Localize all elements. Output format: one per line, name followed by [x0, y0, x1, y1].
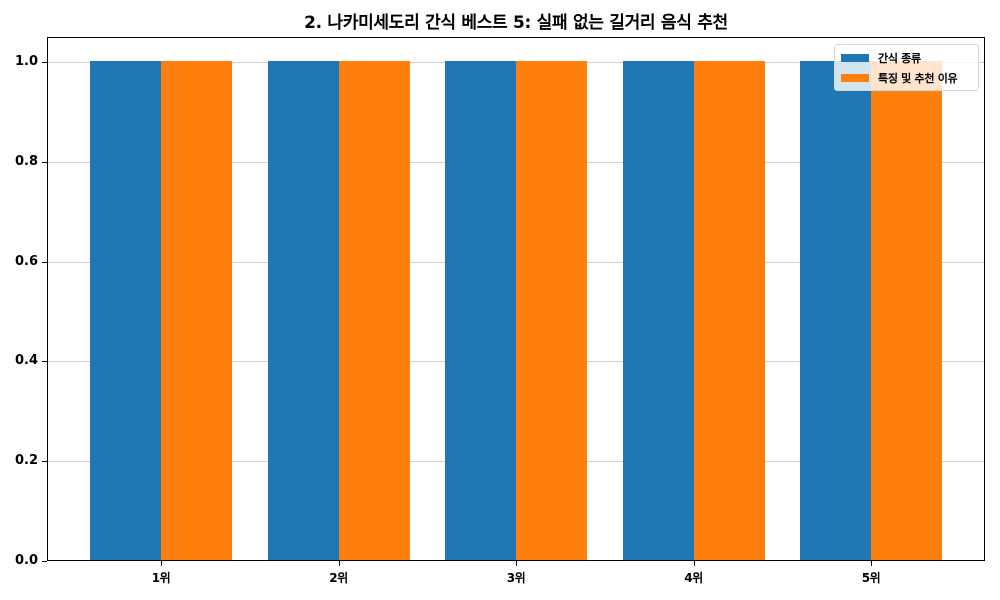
- y-tick: [42, 261, 47, 263]
- y-tick: [42, 361, 47, 363]
- legend-swatch-orange: [841, 74, 869, 82]
- bar: [800, 61, 871, 560]
- legend-item-snack-type: 간식 종류: [841, 51, 921, 65]
- bar: [90, 61, 161, 560]
- y-tick-label: 0.6: [14, 253, 38, 269]
- bar: [693, 61, 765, 560]
- y-tick: [42, 561, 47, 562]
- y-tick: [42, 461, 47, 463]
- bar: [871, 61, 942, 560]
- bar: [338, 61, 410, 560]
- y-tick-label: 0.4: [14, 353, 38, 369]
- bar: [516, 61, 587, 560]
- legend-item-features: 특징 및 추천 이유: [841, 71, 958, 85]
- x-tick: [161, 561, 162, 566]
- x-tick: [516, 561, 517, 566]
- bar: [445, 61, 516, 560]
- plot-area: [47, 37, 985, 561]
- y-tick-label: 0.2: [14, 453, 38, 469]
- legend-label: 간식 종류: [878, 52, 921, 65]
- x-tick-label: 1위: [151, 571, 171, 585]
- x-tick-label: 2위: [329, 571, 348, 585]
- x-tick-label: 5위: [861, 571, 881, 585]
- bar: [161, 61, 232, 560]
- y-tick-label: 1.0: [14, 54, 38, 69]
- x-tick-label: 3위: [506, 571, 526, 585]
- bar: [622, 61, 694, 560]
- y-tick: [42, 161, 47, 163]
- bar: [267, 61, 339, 560]
- legend-label: 특징 및 추천 이유: [878, 72, 958, 85]
- y-tick: [42, 62, 47, 63]
- y-tick-label: 0.8: [14, 153, 38, 169]
- x-tick: [338, 561, 340, 566]
- x-tick: [871, 561, 872, 566]
- y-tick-label: 0.0: [14, 553, 38, 568]
- legend: 간식 종류 특징 및 추천 이유: [834, 44, 979, 91]
- x-tick: [693, 561, 695, 566]
- chart-title: 2. 나카미세도리 간식 베스트 5: 실패 없는 길거리 음식 추천: [304, 13, 728, 33]
- x-tick-label: 4위: [684, 571, 703, 585]
- legend-swatch-blue: [841, 54, 869, 62]
